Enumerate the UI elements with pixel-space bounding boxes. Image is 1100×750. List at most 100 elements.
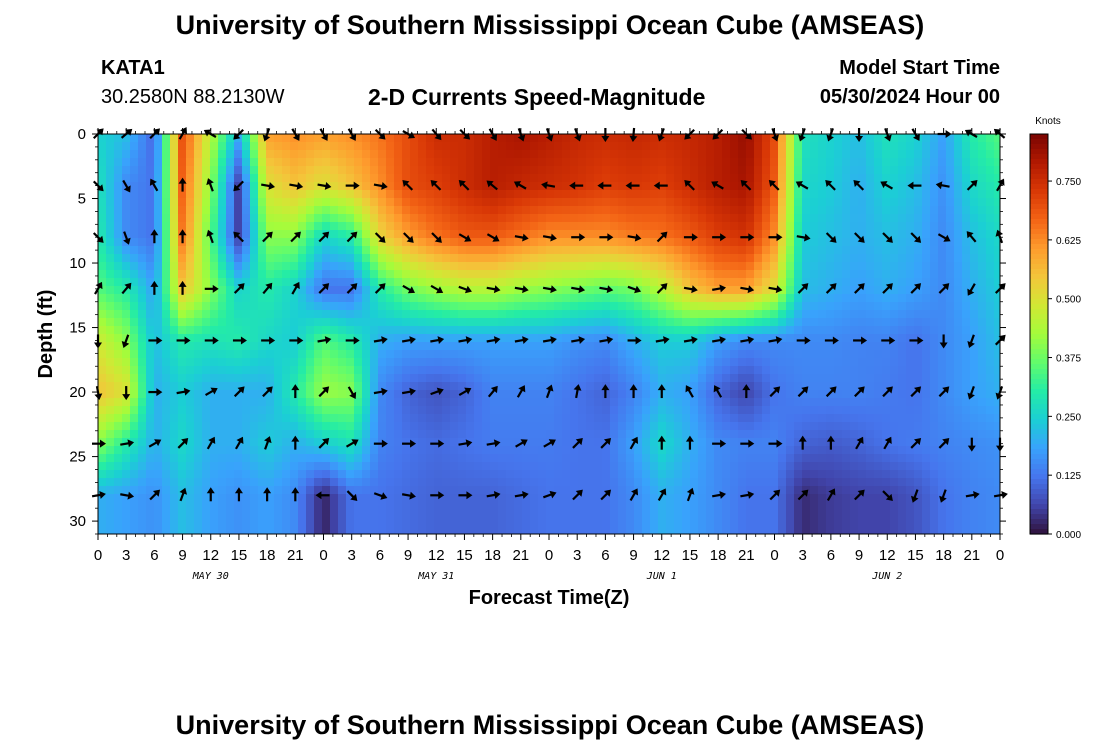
heatmap-cell <box>770 454 779 463</box>
heatmap-cell <box>370 190 379 199</box>
heatmap-cell <box>138 326 147 335</box>
heatmap-cell <box>482 422 491 431</box>
heatmap-cell <box>370 454 379 463</box>
heatmap-cell <box>234 342 243 351</box>
heatmap-cell <box>266 214 275 223</box>
heatmap-cell <box>810 414 819 423</box>
heatmap-cell <box>666 406 675 415</box>
heatmap-cell <box>186 438 195 447</box>
heatmap-cell <box>706 270 715 279</box>
heatmap-cell <box>498 302 507 311</box>
heatmap-cell <box>154 294 163 303</box>
heatmap-cell <box>482 366 491 375</box>
heatmap-cell <box>194 238 203 247</box>
heatmap-cell <box>714 310 723 319</box>
heatmap-cell <box>386 334 395 343</box>
heatmap-cell <box>402 366 411 375</box>
heatmap-cell <box>458 470 467 479</box>
heatmap-cell <box>434 374 443 383</box>
heatmap-cell <box>778 310 787 319</box>
heatmap-cell <box>362 302 371 311</box>
heatmap-cell <box>882 334 891 343</box>
heatmap-cell <box>666 190 675 199</box>
heatmap-cell <box>138 462 147 471</box>
heatmap-cell <box>898 174 907 183</box>
heatmap-cell <box>994 406 1001 415</box>
heatmap-cell <box>202 246 211 255</box>
heatmap-cell <box>450 382 459 391</box>
heatmap-cell <box>922 326 931 335</box>
heatmap-cell <box>866 166 875 175</box>
heatmap-cell <box>610 414 619 423</box>
heatmap-cell <box>362 342 371 351</box>
heatmap-cell <box>738 350 747 359</box>
heatmap-cell <box>522 174 531 183</box>
heatmap-cell <box>818 374 827 383</box>
heatmap-cell <box>250 358 259 367</box>
heatmap-cell <box>562 478 571 487</box>
heatmap-cell <box>962 222 971 231</box>
heatmap-cell <box>234 318 243 327</box>
heatmap-cell <box>106 262 115 271</box>
heatmap-cell <box>586 454 595 463</box>
heatmap-cell <box>946 198 955 207</box>
heatmap-cell <box>514 166 523 175</box>
heatmap-cell <box>122 350 131 359</box>
heatmap-cell <box>162 190 171 199</box>
heatmap-cell <box>810 198 819 207</box>
heatmap-cell <box>906 470 915 479</box>
heatmap-cell <box>858 406 867 415</box>
heatmap-cell <box>442 238 451 247</box>
heatmap-cell <box>306 150 315 159</box>
chart-subtitle: 2-D Currents Speed-Magnitude <box>368 84 706 110</box>
heatmap-cell <box>386 358 395 367</box>
heatmap-cell <box>930 222 939 231</box>
heatmap-cell <box>874 174 883 183</box>
heatmap-cell <box>106 326 115 335</box>
heatmap-cell <box>154 262 163 271</box>
heatmap-cell <box>954 334 963 343</box>
heatmap-cell <box>370 246 379 255</box>
heatmap-cell <box>538 134 547 143</box>
heatmap-cell <box>394 310 403 319</box>
heatmap-cell <box>530 286 539 295</box>
heatmap-cell <box>666 374 675 383</box>
heatmap-cell <box>714 150 723 159</box>
heatmap-cell <box>618 462 627 471</box>
heatmap-cell <box>762 182 771 191</box>
heatmap-cell <box>258 134 267 143</box>
heatmap-cell <box>426 222 435 231</box>
heatmap-cell <box>250 486 259 495</box>
heatmap-cell <box>322 478 331 487</box>
heatmap-cell <box>290 214 299 223</box>
heatmap-cell <box>242 238 251 247</box>
heatmap-cell <box>874 406 883 415</box>
heatmap-cell <box>402 462 411 471</box>
heatmap-cell <box>386 374 395 383</box>
heatmap-cell <box>290 478 299 487</box>
heatmap-cell <box>410 222 419 231</box>
heatmap-cell <box>986 230 995 239</box>
heatmap-cell <box>338 222 347 231</box>
heatmap-cell <box>986 134 995 143</box>
heatmap-cell <box>762 318 771 327</box>
heatmap-cell <box>794 350 803 359</box>
heatmap-cell <box>226 486 235 495</box>
heatmap-cell <box>122 214 131 223</box>
heatmap-cell <box>426 462 435 471</box>
heatmap-cell <box>818 198 827 207</box>
heatmap-cell <box>234 326 243 335</box>
heatmap-cell <box>978 134 987 143</box>
heatmap-cell <box>802 230 811 239</box>
heatmap-cell <box>490 214 499 223</box>
heatmap-cell <box>218 190 227 199</box>
heatmap-cell <box>106 374 115 383</box>
heatmap-cell <box>874 390 883 399</box>
heatmap-cell <box>946 318 955 327</box>
heatmap-cell <box>794 334 803 343</box>
heatmap-cell <box>770 422 779 431</box>
heatmap-cell <box>778 374 787 383</box>
heatmap-cell <box>922 462 931 471</box>
heatmap-cell <box>466 214 475 223</box>
heatmap-cell <box>434 278 443 287</box>
